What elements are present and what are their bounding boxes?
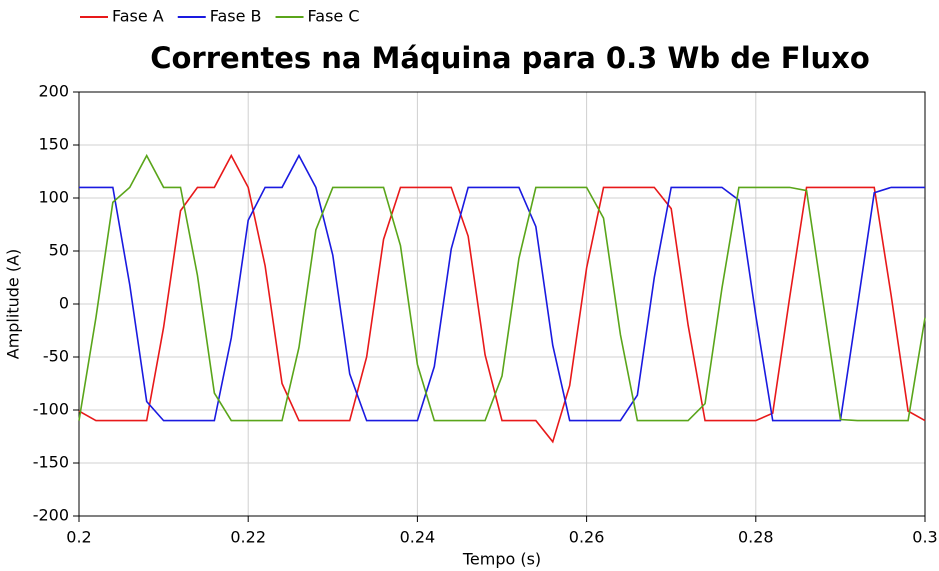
y-tick-label: -100 xyxy=(33,400,69,419)
y-tick-label: 0 xyxy=(59,294,69,313)
y-tick-label: -150 xyxy=(33,453,69,472)
x-tick-label: 0.22 xyxy=(230,528,266,547)
legend-item: Fase B xyxy=(177,7,262,26)
y-axis-label: Amplitude (A) xyxy=(4,249,23,360)
y-tick-label: 50 xyxy=(49,241,69,260)
legend-item: Fase A xyxy=(80,7,164,26)
x-tick-label: 0.26 xyxy=(569,528,605,547)
series-line xyxy=(79,153,925,422)
y-tick-label: -200 xyxy=(33,506,69,525)
x-tick-label: 0.24 xyxy=(400,528,436,547)
chart-title: Correntes na Máquina para 0.3 Wb de Flux… xyxy=(150,41,870,75)
series-line xyxy=(78,153,926,422)
y-tick-label: 150 xyxy=(38,135,69,154)
x-tick-label: 0.2 xyxy=(66,528,91,547)
y-tick-label: 100 xyxy=(38,188,69,207)
legend-label: Fase C xyxy=(308,7,360,26)
y-tick-label: 200 xyxy=(38,82,69,101)
plot-frame xyxy=(78,91,926,517)
legend-label: Fase A xyxy=(112,7,164,26)
series-line xyxy=(78,153,926,444)
x-tick-label: 0.3 xyxy=(912,528,937,547)
x-axis-label: Tempo (s) xyxy=(462,550,541,569)
x-tick-label: 0.28 xyxy=(738,528,774,547)
legend-label: Fase B xyxy=(210,7,262,26)
y-tick-label: -50 xyxy=(43,347,69,366)
legend-item: Fase C xyxy=(275,7,360,26)
